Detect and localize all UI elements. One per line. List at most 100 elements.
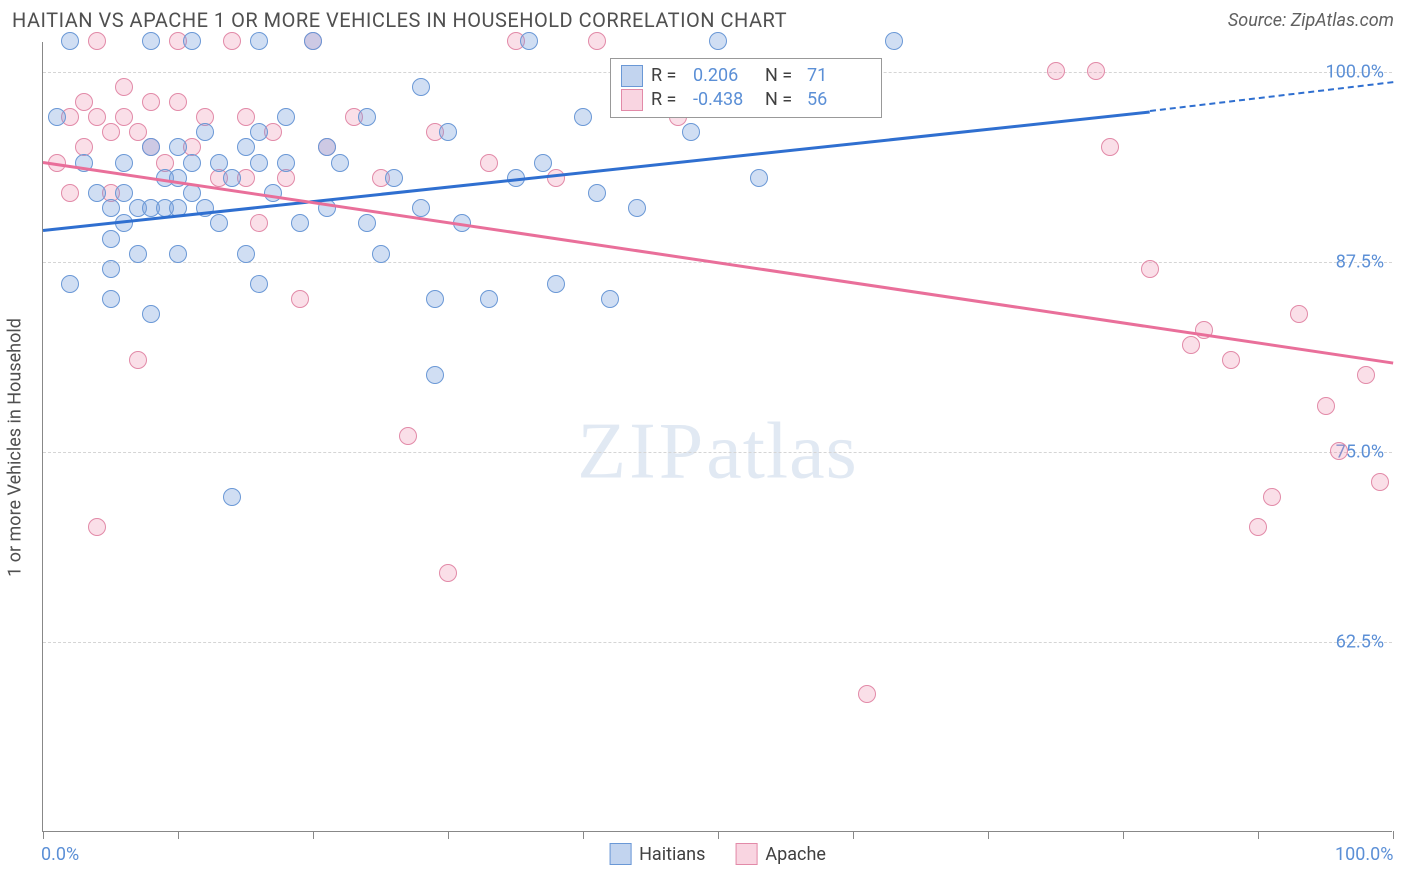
legend-swatch [735,843,757,865]
data-point [858,685,876,703]
data-point [115,108,133,126]
x-tick [718,831,719,839]
data-point [277,108,295,126]
data-point [574,108,592,126]
data-point [129,351,147,369]
data-point [1263,488,1281,506]
data-point [412,78,430,96]
data-point [61,32,79,50]
data-point [1371,473,1389,491]
y-axis-label: 1 or more Vehicles in Household [5,318,26,577]
data-point [142,93,160,111]
data-point [304,32,322,50]
data-point [115,154,133,172]
y-tick-label: 87.5% [1336,252,1384,273]
data-point [129,245,147,263]
data-point [75,93,93,111]
n-label: N = [765,89,799,110]
data-point [183,154,201,172]
data-point [183,32,201,50]
data-point [277,154,295,172]
data-point [709,32,727,50]
x-tick-label: 100.0% [1335,844,1393,865]
data-point [480,154,498,172]
data-point [61,275,79,293]
data-point [750,169,768,187]
r-label: R = [651,65,685,86]
data-point [547,275,565,293]
x-tick-label: 0.0% [41,844,79,865]
y-tick-label: 100.0% [1326,62,1384,83]
data-point [385,169,403,187]
gridline [43,642,1392,643]
data-point [250,123,268,141]
data-point [426,366,444,384]
data-point [102,260,120,278]
data-point [88,32,106,50]
data-point [223,488,241,506]
data-point [601,290,619,308]
data-point [102,230,120,248]
data-point [88,518,106,536]
data-point [210,154,228,172]
x-tick [1258,831,1259,839]
data-point [169,138,187,156]
data-point [399,427,417,445]
legend-swatch [609,843,631,865]
gridline [43,452,1392,453]
data-point [129,123,147,141]
data-point [88,184,106,202]
series-legend: Haitians Apache [609,843,826,865]
n-label: N = [765,65,799,86]
data-point [291,214,309,232]
data-point [520,32,538,50]
x-tick [448,831,449,839]
data-point [1249,518,1267,536]
data-point [1317,397,1335,415]
data-point [588,184,606,202]
legend-item: Haitians [609,843,705,865]
data-point [169,245,187,263]
data-point [102,199,120,217]
y-tick-label: 62.5% [1336,632,1384,653]
data-point [1290,305,1308,323]
x-tick [43,831,44,839]
data-point [142,138,160,156]
data-point [115,184,133,202]
x-tick [178,831,179,839]
x-tick [1393,831,1394,839]
data-point [426,290,444,308]
legend-swatch [621,89,643,111]
scatter-chart: 1 or more Vehicles in Household ZIPatlas… [42,42,1392,832]
data-point [237,245,255,263]
trend-line [1150,82,1393,113]
data-point [1087,62,1105,80]
data-point [237,138,255,156]
data-point [1182,336,1200,354]
title-bar: HAITIAN VS APACHE 1 OR MORE VEHICLES IN … [0,0,1406,36]
data-point [169,93,187,111]
data-point [372,245,390,263]
data-point [480,290,498,308]
data-point [102,290,120,308]
data-point [1222,351,1240,369]
legend-label: Apache [765,844,826,865]
data-point [250,154,268,172]
data-point [1101,138,1119,156]
data-point [142,32,160,50]
data-point [264,184,282,202]
x-tick [853,831,854,839]
source-label: Source: ZipAtlas.com [1228,10,1394,31]
data-point [439,564,457,582]
chart-title: HAITIAN VS APACHE 1 OR MORE VEHICLES IN … [12,8,787,32]
x-tick [1123,831,1124,839]
x-tick [988,831,989,839]
data-point [588,32,606,50]
data-point [358,214,376,232]
n-value: 71 [807,65,871,86]
data-point [210,214,228,232]
data-point [48,108,66,126]
data-point [237,108,255,126]
data-point [1357,366,1375,384]
data-point [534,154,552,172]
